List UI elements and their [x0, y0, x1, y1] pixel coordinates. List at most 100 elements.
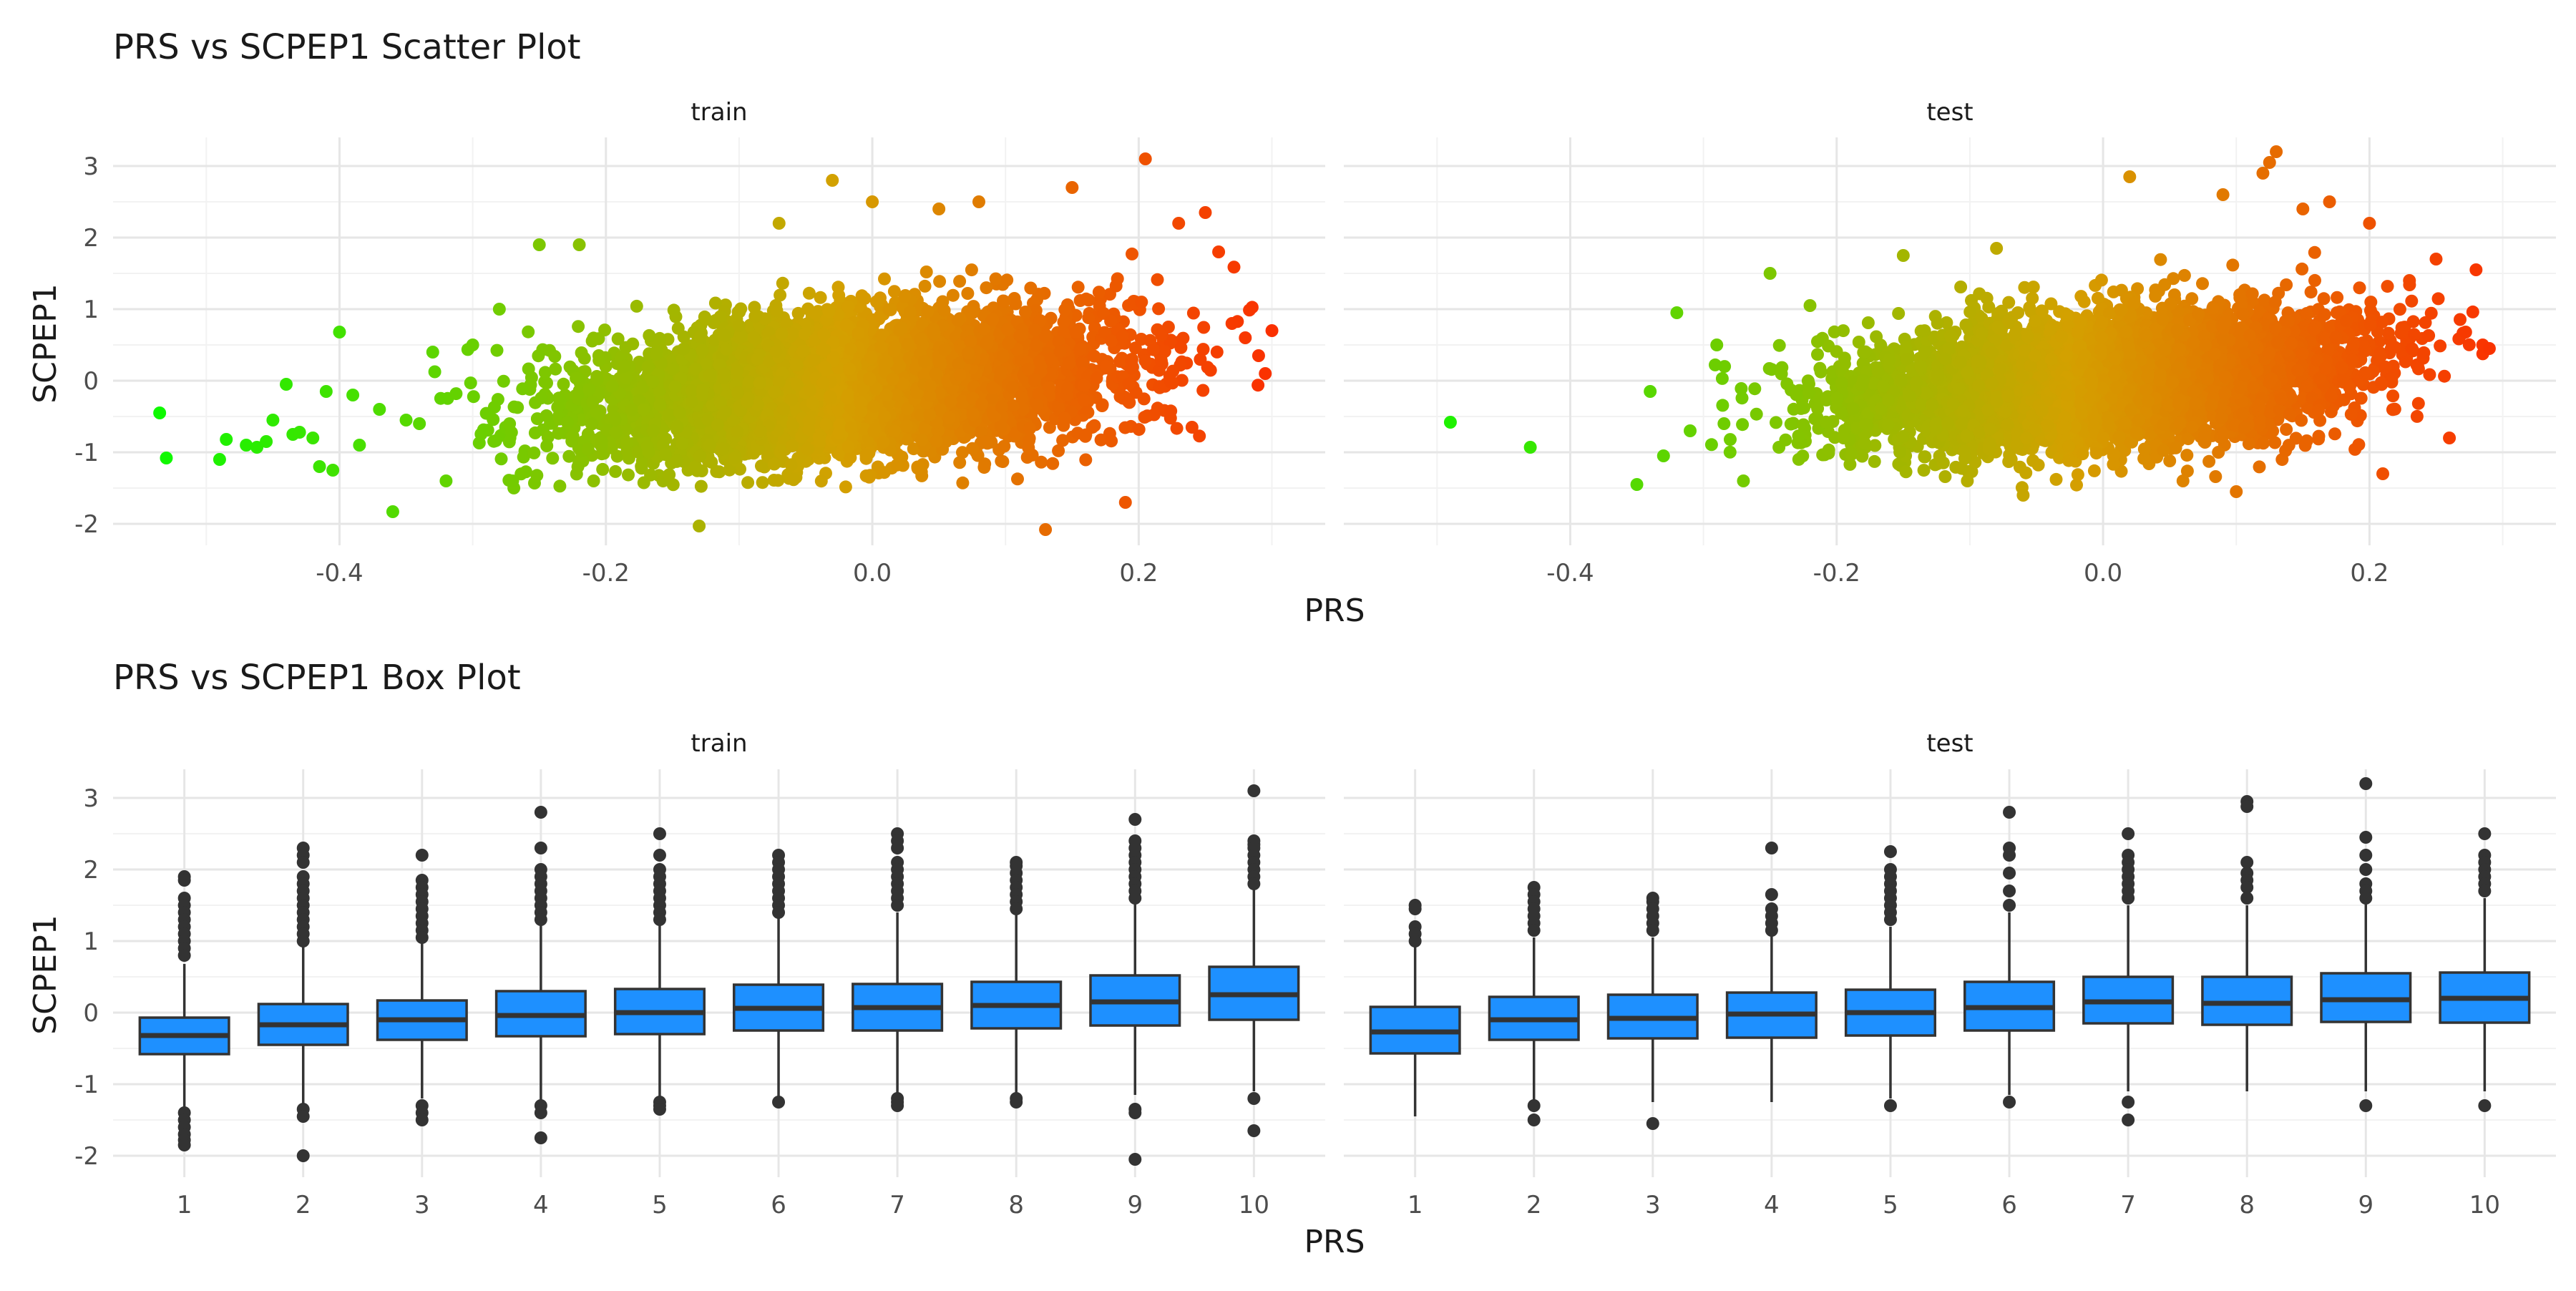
scatter-point: [938, 304, 951, 317]
scatter-point: [1110, 280, 1123, 293]
scatter-point: [508, 401, 521, 414]
scatter-point: [592, 332, 605, 345]
scatter-y-axis-label: SCPEP1: [27, 283, 64, 404]
scatter-point: [705, 456, 718, 469]
box-facet-train-label: train: [691, 729, 747, 758]
scatter-x-tick-label: -0.2: [582, 559, 630, 588]
scatter-point: [529, 427, 542, 439]
scatter-point: [546, 452, 559, 464]
scatter-point: [882, 303, 895, 316]
scatter-point: [1211, 346, 1224, 359]
scatter-point: [565, 434, 578, 447]
scatter-point: [1171, 422, 1184, 435]
scatter-point: [429, 366, 441, 379]
scatter-point: [981, 336, 994, 349]
scatter-point: [489, 434, 502, 447]
scatter-point: [956, 395, 969, 408]
scatter-point: [548, 350, 561, 363]
scatter-point: [1105, 334, 1118, 347]
scatter-point: [945, 395, 957, 408]
scatter-point: [774, 288, 786, 301]
scatter-point: [596, 463, 609, 476]
scatter-point: [878, 273, 891, 286]
scatter-point: [815, 474, 828, 487]
scatter-point: [572, 320, 585, 333]
scatter-point: [1088, 419, 1101, 432]
scatter-point: [595, 447, 608, 460]
scatter-point: [1196, 384, 1209, 397]
scatter-point: [711, 419, 724, 432]
scatter-y-tick-label: 0: [83, 367, 99, 396]
scatter-point: [659, 448, 672, 461]
scatter-point: [787, 473, 800, 486]
scatter-point: [978, 457, 991, 470]
scatter-point: [747, 331, 760, 344]
scatter-point: [819, 418, 832, 431]
scatter-point: [839, 480, 852, 493]
scatter-point: [696, 344, 709, 357]
scatter-point: [859, 292, 872, 305]
scatter-point: [464, 376, 477, 389]
scatter-point: [552, 427, 565, 440]
scatter-point: [878, 410, 891, 423]
scatter-point: [474, 428, 487, 441]
scatter-point: [1058, 316, 1070, 328]
scatter-point: [434, 392, 447, 405]
scatter-facet-train-label: train: [691, 98, 747, 127]
box-facet-test-label: test: [1926, 729, 1973, 758]
scatter-point: [720, 343, 733, 356]
scatter-point: [888, 424, 901, 437]
scatter-point: [1022, 442, 1035, 454]
scatter-point: [771, 304, 784, 317]
box-x-axis-label: PRS: [1304, 1224, 1365, 1260]
scatter-point: [635, 460, 648, 473]
scatter-point: [467, 390, 480, 403]
scatter-point: [1046, 457, 1059, 470]
scatter-point: [626, 338, 639, 351]
scatter-point: [1070, 326, 1083, 339]
scatter-point: [522, 326, 535, 338]
scatter-point: [1138, 354, 1151, 367]
scatter-point: [902, 338, 914, 351]
scatter-point: [630, 300, 643, 313]
scatter-y-tick-label: -1: [74, 439, 99, 467]
scatter-x-tick-label: 0.0: [853, 559, 892, 588]
scatter-point: [1164, 376, 1177, 389]
scatter-point: [1118, 422, 1131, 434]
scatter-point: [1096, 399, 1108, 412]
scatter-point: [1088, 350, 1101, 363]
scatter-point: [678, 331, 691, 344]
scatter-point: [480, 407, 493, 420]
scatter-point: [591, 373, 604, 386]
scatter-point: [728, 452, 741, 464]
scatter-point: [491, 344, 504, 357]
scatter-point: [840, 318, 853, 331]
scatter-point: [1074, 343, 1087, 356]
scatter-point: [527, 447, 540, 459]
scatter-point: [503, 435, 516, 448]
scatter-point: [1100, 359, 1113, 372]
scatter-point: [516, 382, 529, 395]
scatter-point: [1002, 337, 1015, 350]
scatter-point: [922, 305, 935, 318]
scatter-point: [1135, 296, 1148, 308]
scatter-point: [919, 280, 932, 293]
scatter-point: [525, 371, 538, 384]
scatter-point: [1187, 307, 1200, 320]
scatter-point: [996, 455, 1009, 468]
scatter-point: [1116, 330, 1129, 343]
scatter-point: [1000, 273, 1013, 286]
scatter-point: [668, 303, 680, 316]
scatter-point: [965, 263, 978, 276]
scatter-point: [776, 277, 789, 290]
scatter-point: [609, 414, 622, 427]
scatter-point: [964, 335, 977, 348]
scatter-point: [814, 435, 826, 448]
scatter-point: [549, 363, 562, 376]
box-y-axis-label: SCPEP1: [27, 915, 64, 1035]
scatter-point: [1151, 273, 1164, 286]
scatter-y-tick-label: 1: [83, 296, 99, 324]
scatter-point: [878, 466, 891, 479]
scatter-point: [980, 281, 992, 294]
